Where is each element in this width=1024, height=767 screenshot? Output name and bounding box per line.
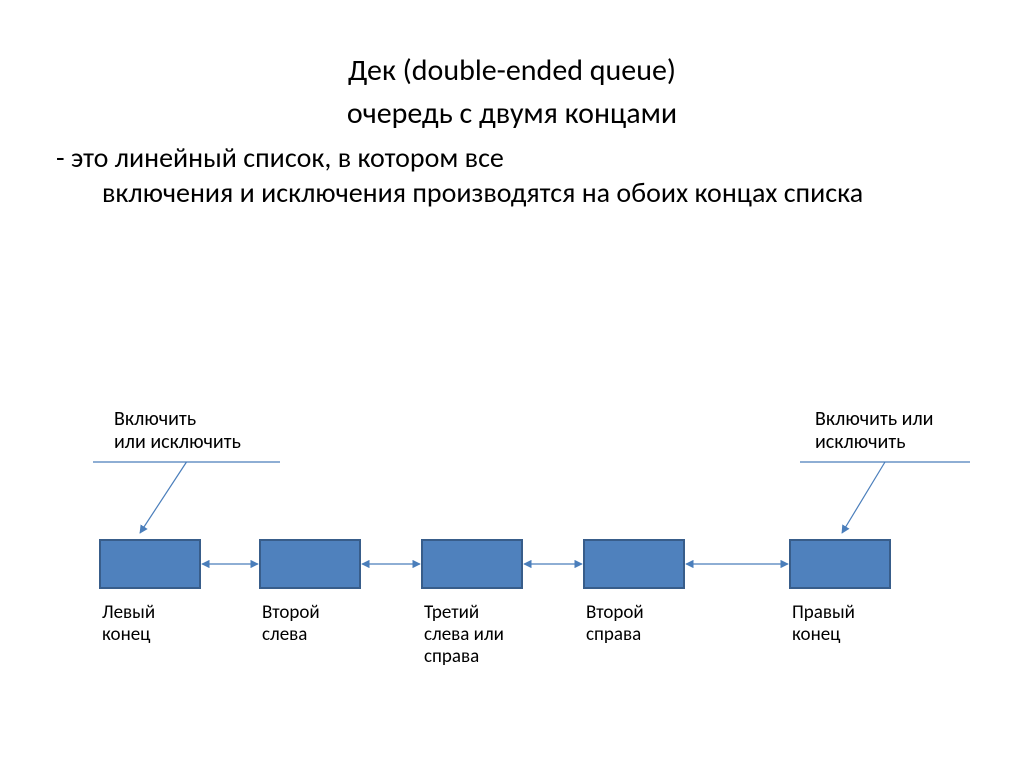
deque-node [260, 540, 360, 588]
deque-node [584, 540, 684, 588]
node-label: Второйслева [262, 602, 320, 646]
deque-node [422, 540, 522, 588]
node-label: Второйсправа [586, 602, 644, 646]
node-label: Левыйконец [102, 602, 155, 646]
annotation-left-label: Включитьили исключить [114, 408, 241, 454]
node-label: Третийслева илисправа [424, 602, 504, 668]
annotation-arrow [140, 462, 187, 533]
deque-diagram [0, 0, 1024, 767]
node-label: Правыйконец [792, 602, 855, 646]
deque-node [790, 540, 890, 588]
annotation-right-label: Включить илиисключить [815, 408, 933, 454]
annotation-arrow [842, 462, 885, 533]
deque-node [100, 540, 200, 588]
